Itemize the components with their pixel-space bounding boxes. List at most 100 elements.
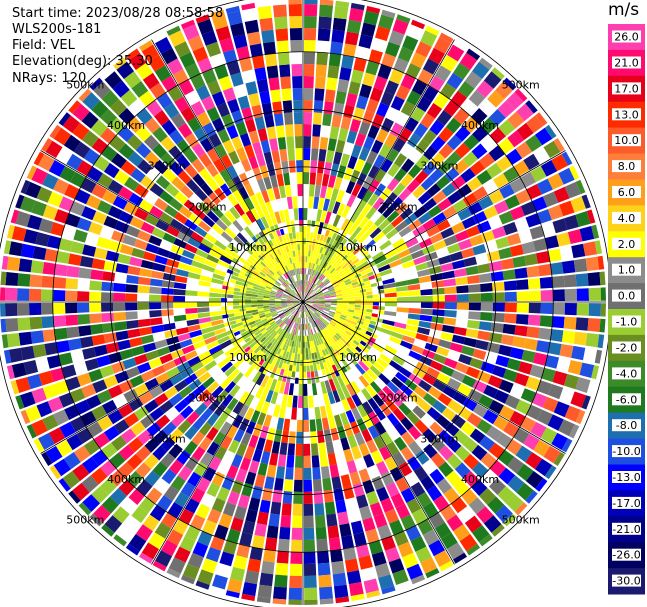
ppi-gate xyxy=(391,215,404,228)
ppi-gate xyxy=(122,234,137,247)
ppi-gate xyxy=(191,143,206,158)
ppi-gate xyxy=(342,323,350,328)
ppi-gate xyxy=(123,388,139,403)
ppi-gate xyxy=(303,317,306,324)
ppi-gate xyxy=(70,241,85,255)
ppi-gate xyxy=(205,547,221,563)
ppi-gate xyxy=(53,276,67,289)
ppi-gate xyxy=(259,17,274,32)
ppi-gate xyxy=(523,433,540,451)
ppi-gate xyxy=(348,345,355,352)
ppi-gate xyxy=(447,542,465,560)
ppi-gate xyxy=(419,314,433,322)
ppi-gate xyxy=(315,264,320,271)
ppi-gate xyxy=(159,190,174,204)
ppi-gate xyxy=(113,312,126,322)
ppi-gate xyxy=(244,183,255,197)
ppi-gate xyxy=(133,238,148,251)
ppi-gate xyxy=(423,393,437,406)
ppi-gate xyxy=(346,250,353,257)
ppi-gate xyxy=(296,335,300,342)
ppi-gate xyxy=(588,287,601,301)
ppi-gate xyxy=(245,471,257,486)
ppi-gate xyxy=(164,329,178,339)
ppi-gate xyxy=(272,366,278,373)
ppi-gate xyxy=(266,334,273,341)
ppi-gate xyxy=(126,453,143,470)
ppi-gate xyxy=(313,196,320,210)
ppi-gate xyxy=(417,69,434,85)
ppi-gate xyxy=(388,30,405,46)
ppi-gate xyxy=(296,311,300,317)
ppi-gate xyxy=(269,225,276,233)
ppi-gate xyxy=(286,264,291,271)
ppi-gate xyxy=(466,176,482,192)
ppi-gate xyxy=(304,280,307,287)
ppi-gate xyxy=(479,488,496,505)
ppi-gate xyxy=(303,172,310,185)
ppi-gate xyxy=(346,347,353,354)
ppi-gate xyxy=(311,269,316,276)
ppi-gate xyxy=(291,340,295,347)
ppi-gate xyxy=(330,298,337,301)
ppi-gate xyxy=(270,310,277,315)
ppi-gate xyxy=(174,191,189,205)
ppi-gate xyxy=(581,194,591,209)
ppi-gate xyxy=(227,302,234,306)
ppi-gate xyxy=(319,137,329,150)
ppi-gate xyxy=(144,151,160,167)
ppi-gate xyxy=(426,407,441,421)
ppi-gate xyxy=(515,399,531,415)
ppi-gate xyxy=(304,268,307,275)
ppi-gate xyxy=(350,520,364,535)
ppi-gate xyxy=(348,273,355,279)
ppi-gate xyxy=(372,305,379,310)
ppi-gate xyxy=(161,119,177,136)
ppi-gate xyxy=(392,407,406,422)
ppi-gate xyxy=(298,274,301,281)
ppi-gate xyxy=(291,244,295,252)
ppi-gate xyxy=(364,284,372,289)
ppi-gate xyxy=(282,307,289,311)
ppi-gate xyxy=(284,252,289,259)
ppi-gate xyxy=(215,331,228,340)
ppi-gate xyxy=(384,456,398,471)
ppi-gate xyxy=(439,560,454,572)
ppi-gate xyxy=(333,263,340,270)
ppi-gate xyxy=(312,298,319,301)
ppi-gate xyxy=(208,133,222,148)
ppi-gate xyxy=(311,220,316,227)
ppi-gate xyxy=(219,551,235,567)
ppi-gate xyxy=(327,138,337,152)
ppi-gate xyxy=(224,346,237,357)
ppi-gate xyxy=(246,313,253,317)
ppi-gate xyxy=(308,288,313,294)
ppi-gate xyxy=(293,303,300,306)
ppi-gate xyxy=(91,405,107,421)
ppi-gate xyxy=(279,329,285,336)
ppi-gate xyxy=(126,116,143,133)
ppi-gate xyxy=(80,177,97,194)
ppi-gate xyxy=(125,311,138,320)
ppi-gate xyxy=(339,523,352,537)
ppi-gate xyxy=(152,461,168,478)
ppi-gate xyxy=(304,0,318,5)
ppi-gate xyxy=(366,305,373,309)
ppi-gate xyxy=(125,366,141,379)
ppi-gate xyxy=(356,276,363,281)
ppi-gate xyxy=(242,264,250,270)
ppi-gate xyxy=(276,263,282,270)
ppi-gate xyxy=(436,372,451,385)
ppi-gate xyxy=(261,360,268,368)
ppi-gate xyxy=(223,540,238,555)
ppi-gate xyxy=(379,353,392,364)
ppi-gate xyxy=(271,245,277,252)
ppi-gate xyxy=(11,226,27,242)
ppi-gate xyxy=(315,311,321,316)
ppi-gate xyxy=(274,243,280,251)
ppi-gate xyxy=(275,306,282,310)
ppi-gate xyxy=(412,185,426,199)
ppi-gate xyxy=(234,254,242,261)
ppi-gate xyxy=(360,328,367,334)
ppi-gate xyxy=(128,52,147,70)
